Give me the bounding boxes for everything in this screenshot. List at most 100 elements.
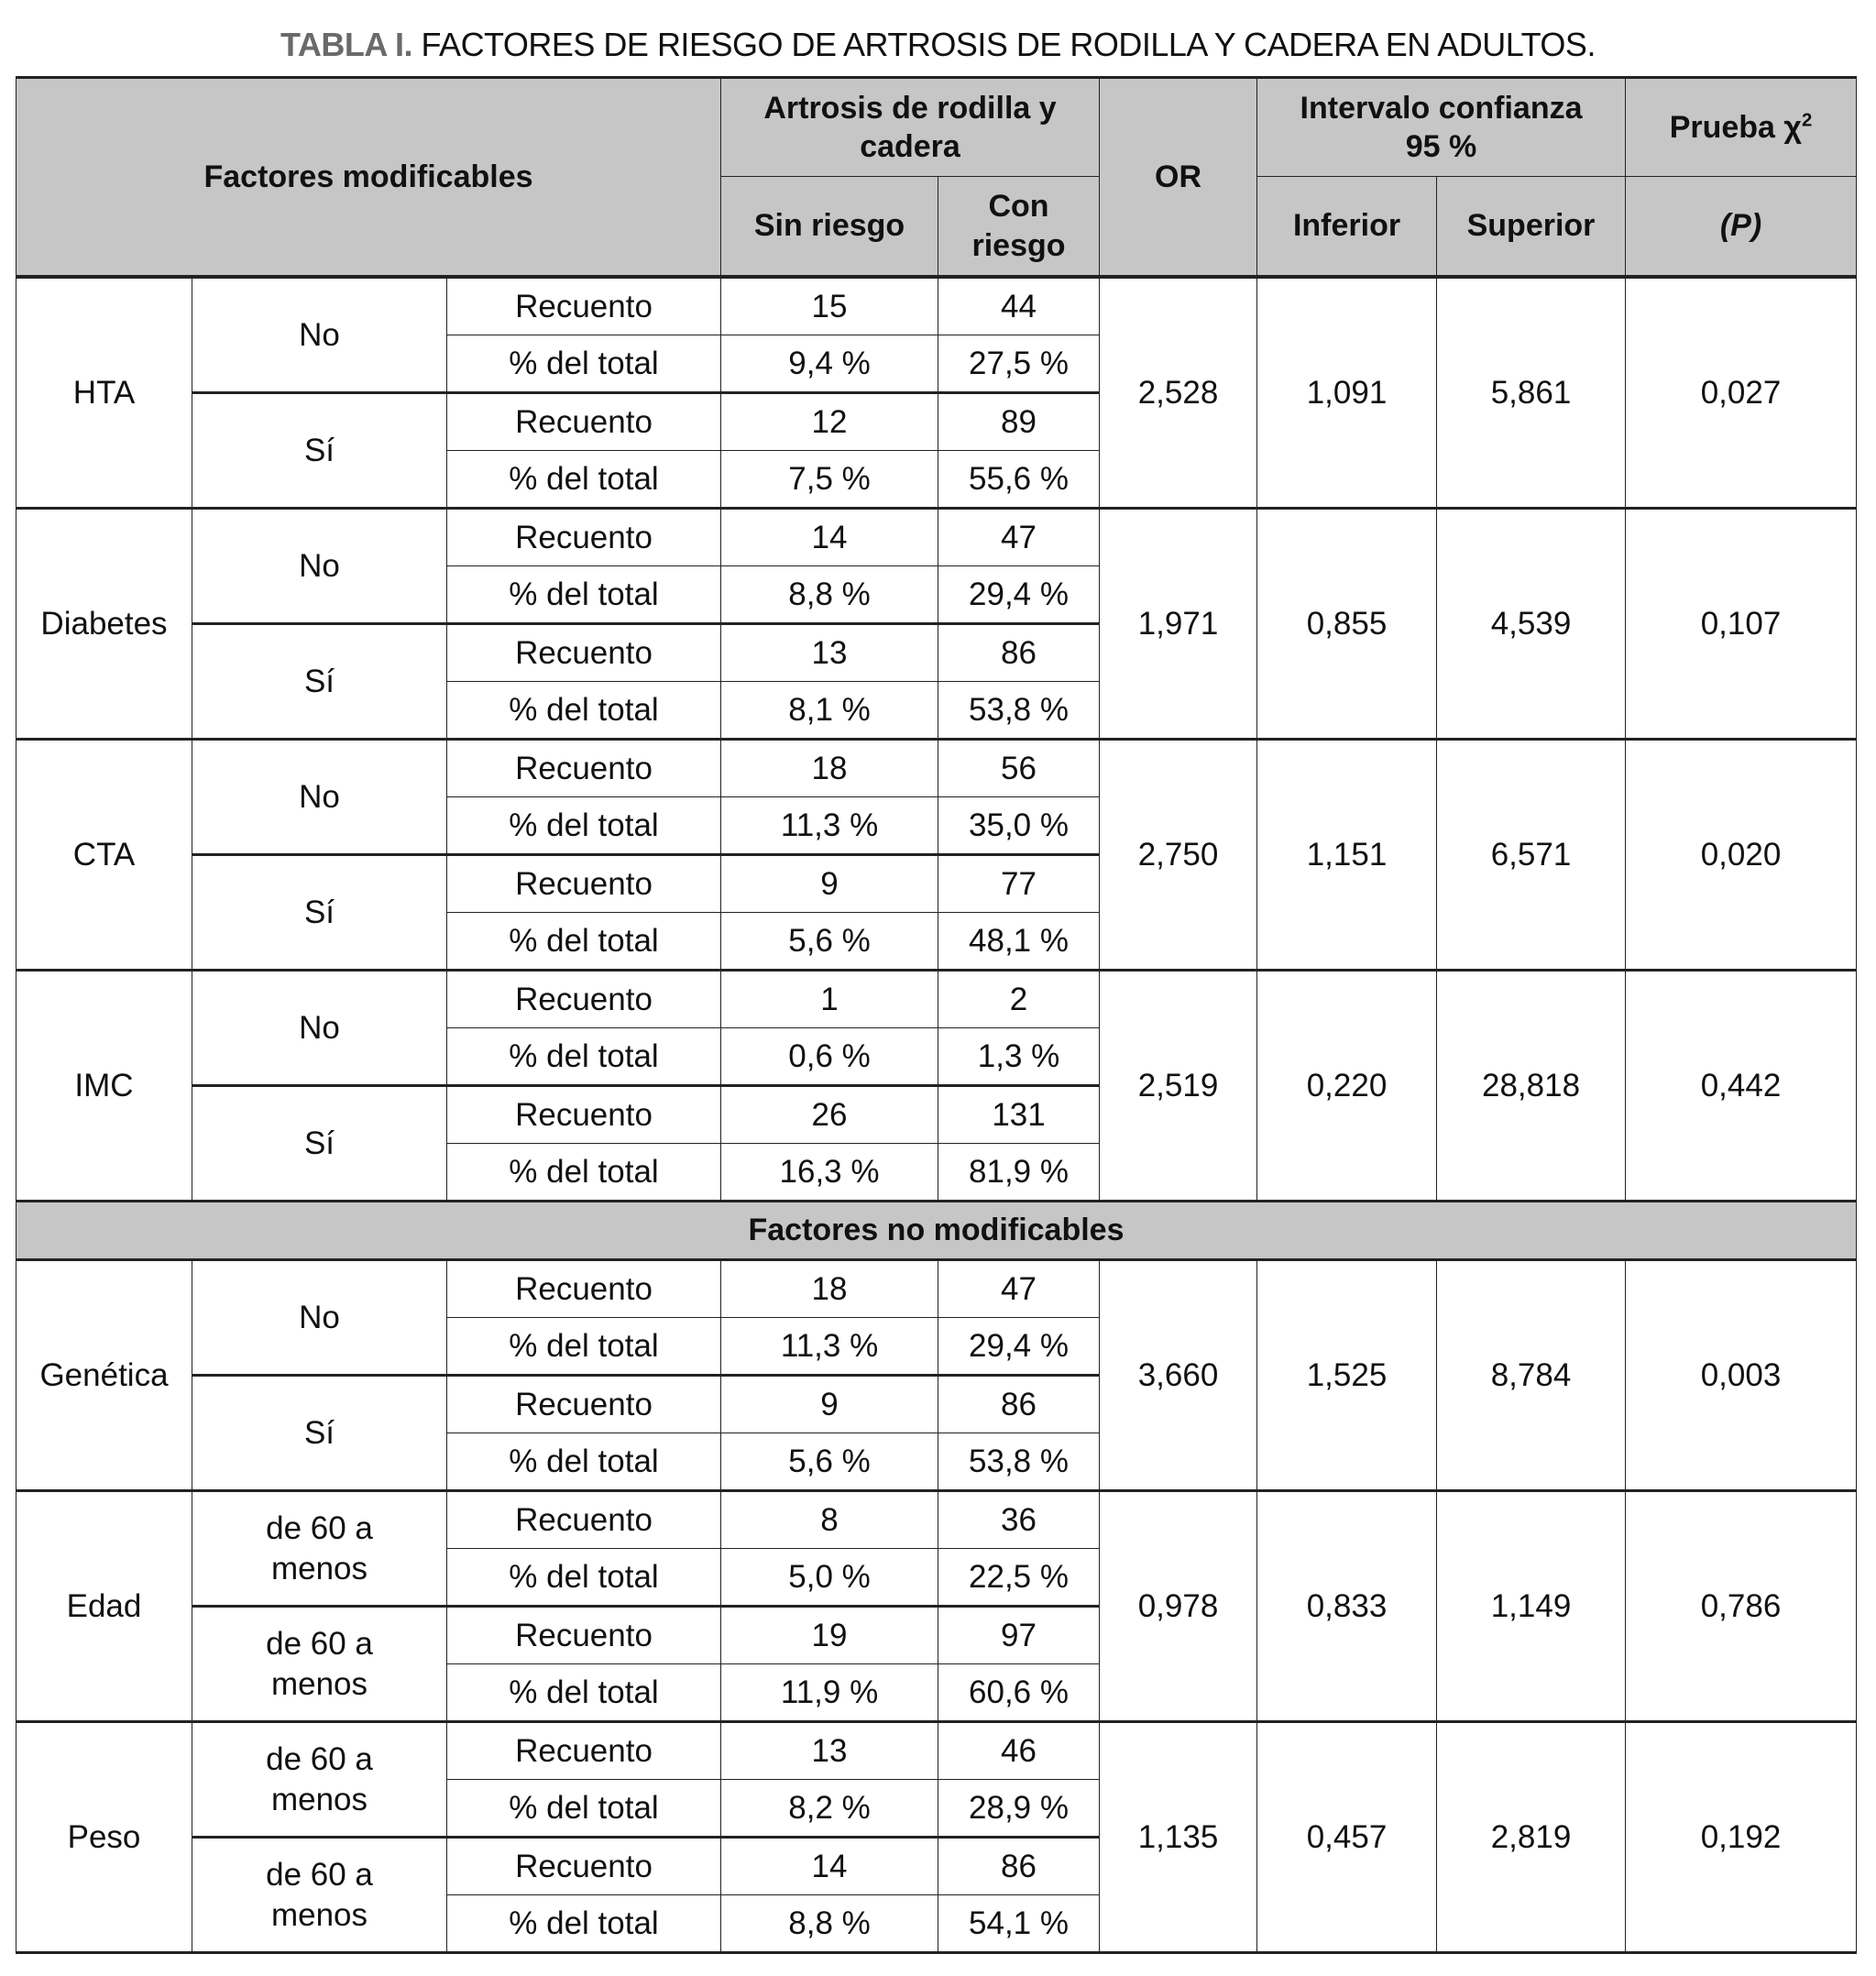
row-label-cell: Recuento	[445, 1720, 722, 1780]
header-or: OR	[1099, 77, 1258, 278]
superior-cell: 5,861	[1436, 275, 1627, 509]
row-sin-cell: 13	[720, 622, 939, 682]
row-sin-cell: 14	[720, 1836, 939, 1895]
row-sin-cell: 1	[720, 969, 939, 1028]
level-cell: Sí	[192, 1084, 447, 1202]
table-row: % del total 9,4 % 27,5 %	[16, 335, 1857, 393]
row-sin-cell: 8,2 %	[720, 1779, 939, 1838]
table-row: % del total 11,3 % 29,4 %	[16, 1317, 1857, 1376]
header-intervalo: Intervalo confianza 95 %	[1256, 77, 1627, 177]
p-cell: 0,020	[1625, 738, 1858, 971]
row-label-cell: Recuento	[445, 1605, 722, 1664]
row-label-cell: % del total	[445, 1894, 722, 1953]
header-prueba-label: Prueba χ	[1669, 109, 1802, 145]
row-sin-cell: 12	[720, 391, 939, 451]
table-row: % del total 11,9 % 60,6 %	[16, 1663, 1857, 1722]
row-label-cell: Recuento	[445, 507, 722, 566]
header-prueba-sup: 2	[1801, 110, 1813, 131]
row-sin-cell: 11,3 %	[720, 796, 939, 855]
table-row: Sí Recuento 9 77	[16, 853, 1857, 971]
level-cell: Sí	[192, 853, 447, 971]
row-sin-cell: 18	[720, 1258, 939, 1318]
or-cell: 3,660	[1099, 1258, 1258, 1491]
table-row: % del total 8,1 % 53,8 %	[16, 681, 1857, 740]
superior-cell: 8,784	[1436, 1258, 1627, 1491]
row-label-cell: % del total	[445, 796, 722, 855]
or-cell: 1,135	[1099, 1720, 1258, 1953]
table-row: % del total 8,8 % 29,4 %	[16, 565, 1857, 624]
inferior-cell: 1,091	[1256, 275, 1438, 509]
row-label-cell: % del total	[445, 335, 722, 393]
row-sin-cell: 8,1 %	[720, 681, 939, 740]
row-con-cell: 36	[938, 1489, 1101, 1549]
row-sin-cell: 5,0 %	[720, 1548, 939, 1607]
row-sin-cell: 8,8 %	[720, 1894, 939, 1953]
row-sin-cell: 8	[720, 1489, 939, 1549]
p-cell: 0,192	[1625, 1720, 1858, 1953]
table-row: Genética No Recuento 18 47 3,660 1,525 8,784 0,0…	[16, 1258, 1858, 1491]
row-label-cell: Recuento	[445, 1489, 722, 1549]
row-sin-cell: 9	[720, 1374, 939, 1433]
row-label-cell: Recuento	[445, 622, 722, 682]
table-row: Sí Recuento 26 131	[16, 1084, 1857, 1202]
row-con-cell: 56	[938, 738, 1101, 797]
table-row: CTA No Recuento 18 56 2,750 1,151 6,571 0,020	[16, 738, 1858, 971]
table-title: TABLA I. FACTORES DE RIESGO DE ARTROSIS …	[0, 26, 1876, 64]
row-label-cell: % del total	[445, 1317, 722, 1376]
table-row: % del total 5,0 % 22,5 %	[16, 1548, 1857, 1607]
row-label-cell: Recuento	[445, 1836, 722, 1895]
row-sin-cell: 0,6 %	[720, 1027, 939, 1086]
header-inferior: Inferior	[1256, 176, 1438, 278]
row-label-cell: Recuento	[445, 853, 722, 913]
table-row: % del total 0,6 % 1,3 %	[16, 1027, 1857, 1086]
row-sin-cell: 15	[720, 275, 939, 335]
header-p: (P)	[1625, 176, 1858, 278]
row-con-cell: 29,4 %	[938, 1317, 1101, 1376]
row-con-cell: 131	[938, 1084, 1101, 1144]
row-label-cell: % del total	[445, 450, 722, 509]
row-con-cell: 97	[938, 1605, 1101, 1664]
row-con-cell: 60,6 %	[938, 1663, 1101, 1722]
level-cell: de 60 a menos	[192, 1720, 447, 1838]
row-con-cell: 86	[938, 1836, 1101, 1895]
table-row: % del total 16,3 % 81,9 %	[16, 1143, 1857, 1202]
table-row: de 60 a menos Recuento 14 86	[16, 1836, 1857, 1953]
row-label-cell: Recuento	[445, 275, 722, 335]
row-label-cell: % del total	[445, 1779, 722, 1838]
row-label-cell: % del total	[445, 1143, 722, 1202]
row-con-cell: 44	[938, 275, 1101, 335]
row-label-cell: Recuento	[445, 1258, 722, 1318]
row-con-cell: 29,4 %	[938, 565, 1101, 624]
factor-cell: Diabetes	[16, 507, 192, 740]
p-cell: 0,786	[1625, 1489, 1858, 1722]
level-cell: No	[192, 507, 447, 624]
row-con-cell: 28,9 %	[938, 1779, 1101, 1838]
row-con-cell: 86	[938, 1374, 1101, 1433]
row-con-cell: 46	[938, 1720, 1101, 1780]
row-label-cell: % del total	[445, 1433, 722, 1491]
p-cell: 0,003	[1625, 1258, 1858, 1491]
row-sin-cell: 16,3 %	[720, 1143, 939, 1202]
superior-cell: 2,819	[1436, 1720, 1627, 1953]
factor-cell: CTA	[16, 738, 192, 971]
table-row: HTA No Recuento 15 44 2,528 1,091 5,861 0,027	[16, 275, 1858, 509]
inferior-cell: 1,525	[1256, 1258, 1438, 1491]
row-label-cell: Recuento	[445, 1084, 722, 1144]
p-cell: 0,027	[1625, 275, 1858, 509]
row-label-cell: % del total	[445, 565, 722, 624]
row-con-cell: 27,5 %	[938, 335, 1101, 393]
row-sin-cell: 5,6 %	[720, 1433, 939, 1491]
table-row: % del total 5,6 % 53,8 %	[16, 1433, 1857, 1491]
row-con-cell: 22,5 %	[938, 1548, 1101, 1607]
row-sin-cell: 9	[720, 853, 939, 913]
or-cell: 2,528	[1099, 275, 1258, 509]
row-sin-cell: 11,3 %	[720, 1317, 939, 1376]
row-con-cell: 47	[938, 507, 1101, 566]
inferior-cell: 0,833	[1256, 1489, 1438, 1722]
level-cell: Sí	[192, 1374, 447, 1491]
header-factores-modificables: Factores modificables	[15, 77, 722, 278]
table-row: Sí Recuento 13 86	[16, 622, 1857, 740]
level-cell: de 60 a menos	[192, 1605, 447, 1722]
or-cell: 0,978	[1099, 1489, 1258, 1722]
row-label-cell: Recuento	[445, 969, 722, 1028]
